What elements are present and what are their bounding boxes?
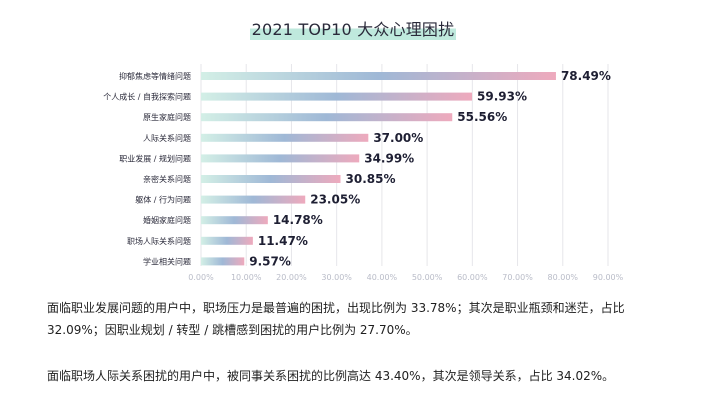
value-label: 30.85% xyxy=(346,172,396,186)
value-label: 11.47% xyxy=(258,234,308,248)
x-tick-label: 60.00% xyxy=(457,273,488,282)
title-container: 2021 TOP10 大众心理困扰 xyxy=(0,16,706,42)
category-label: 学业相关问题 xyxy=(143,256,191,266)
value-label: 9.57% xyxy=(249,254,291,268)
x-tick-label: 30.00% xyxy=(321,273,352,282)
paragraph-career: 面临职业发展问题的用户中，职场压力是最普遍的困扰，出现比例为 33.78%；其次… xyxy=(47,301,625,337)
x-tick-label: 10.00% xyxy=(231,273,262,282)
bar xyxy=(201,113,453,122)
bar xyxy=(201,175,341,183)
x-tick-label: 0.00% xyxy=(188,273,214,282)
bar xyxy=(201,236,253,245)
value-label: 23.05% xyxy=(310,193,360,207)
bar xyxy=(201,154,360,163)
value-label: 78.49% xyxy=(561,69,611,83)
value-label: 37.00% xyxy=(373,131,423,145)
value-label: 55.56% xyxy=(457,110,507,124)
x-tick-label: 50.00% xyxy=(412,273,443,282)
category-label: 抑郁焦虑等情绪问题 xyxy=(119,71,191,81)
x-tick-label: 40.00% xyxy=(367,273,398,282)
category-label: 躯体 / 行为问题 xyxy=(135,195,191,205)
value-label: 14.78% xyxy=(273,213,323,227)
category-label: 职场人际关系问题 xyxy=(127,236,191,246)
category-label: 亲密关系问题 xyxy=(143,174,191,184)
paragraph-workplace-relations: 面临职场人际关系困扰的用户中，被同事关系困扰的比例高达 43.40%，其次是领导… xyxy=(47,369,615,383)
category-label: 职业发展 / 规划问题 xyxy=(119,153,191,163)
x-tick-label: 80.00% xyxy=(548,273,579,282)
bar xyxy=(201,257,245,266)
x-tick-label: 20.00% xyxy=(276,273,307,282)
bar xyxy=(201,195,306,204)
category-label: 人际关系问题 xyxy=(143,133,191,143)
value-label: 34.99% xyxy=(364,151,414,165)
x-tick-label: 70.00% xyxy=(502,273,533,282)
category-label: 原生家庭问题 xyxy=(143,112,191,122)
category-label: 婚姻家庭问题 xyxy=(143,215,191,225)
bar xyxy=(201,92,473,101)
bar-chart: 0.00% 10.00% 20.00% 30.00% 40.00% 50.00% 60.00… xyxy=(103,64,624,282)
chart-title: 2021 TOP10 大众心理困扰 xyxy=(249,16,457,42)
bar xyxy=(201,133,369,142)
value-label: 59.93% xyxy=(477,90,527,104)
bar xyxy=(201,72,556,80)
x-tick-label: 90.00% xyxy=(593,273,624,282)
category-label: 个人成长 / 自我探索问题 xyxy=(103,92,191,102)
bar xyxy=(201,216,268,225)
